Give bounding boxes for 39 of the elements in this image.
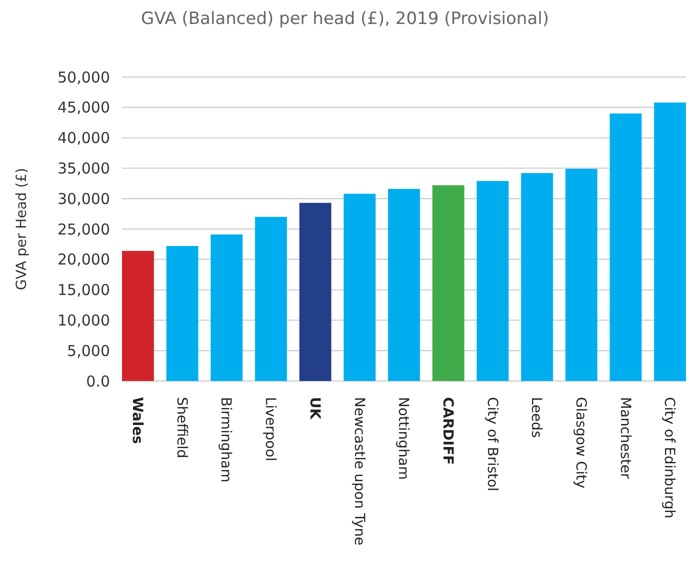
x-tick-label: Newcastle upon Tyne	[350, 397, 367, 546]
bar	[565, 168, 598, 381]
x-tick-label: Glasgow City	[572, 397, 588, 488]
x-tick-label: Manchester	[616, 397, 633, 480]
x-tick-label: Wales	[129, 397, 146, 444]
y-tick-label: 35,000	[58, 159, 110, 178]
y-tick-label: 25,000	[58, 220, 110, 238]
y-tick-label: 40,000	[58, 129, 110, 148]
bar	[166, 246, 198, 381]
bar	[210, 234, 243, 381]
y-tick-label: 30,000	[58, 190, 110, 208]
chart-title: GVA (Balanced) per head (£), 2019 (Provisional)	[141, 9, 549, 29]
bar	[432, 185, 464, 381]
y-tick-label: 5,000	[67, 342, 110, 360]
x-tick-label: Sheffield	[173, 397, 190, 458]
bar	[521, 173, 553, 381]
bar	[299, 202, 332, 381]
y-tick-label: 20,000	[58, 250, 110, 269]
bar	[255, 216, 287, 381]
y-tick-label: 50,000	[58, 68, 110, 86]
y-tick-label: 45,000	[58, 98, 110, 117]
x-tick-label: CARDIFF	[439, 397, 456, 465]
bar	[610, 113, 642, 381]
y-axis-title: GVA per Head (£)	[14, 168, 30, 290]
x-tick-label: City of Bristol	[484, 397, 500, 492]
bar	[122, 250, 154, 381]
y-tick-label: 10,000	[58, 311, 110, 330]
x-tick-label: Liverpool	[262, 397, 278, 462]
x-tick-label: Birmingham	[218, 397, 234, 482]
x-tick-label: Leeds	[528, 397, 544, 438]
x-tick-label: City of Edinburgh	[661, 397, 678, 518]
y-tick-label: 0.0	[86, 372, 110, 390]
bar	[476, 180, 509, 381]
y-tick-label: 15,000	[58, 281, 110, 300]
bar	[344, 194, 376, 381]
bar	[388, 188, 420, 381]
bar	[654, 102, 686, 381]
x-tick-label: Nottingham	[395, 397, 412, 480]
x-tick-label: UK	[306, 397, 322, 420]
